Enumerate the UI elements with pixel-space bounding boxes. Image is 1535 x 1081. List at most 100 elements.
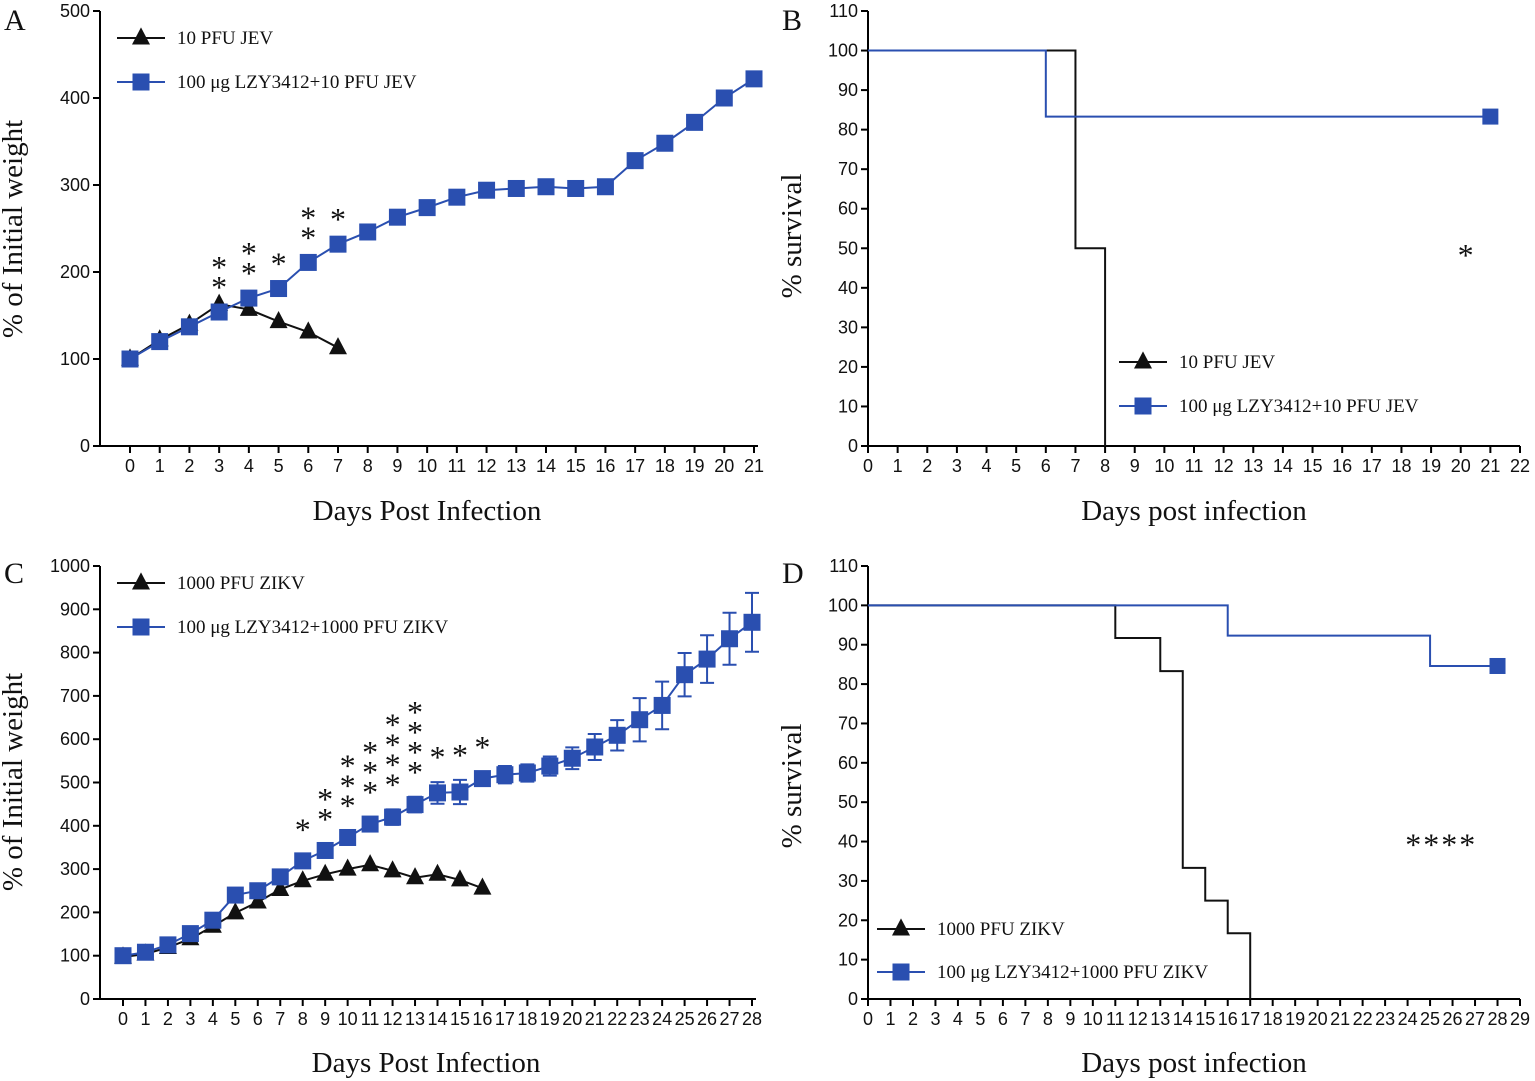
- significance-star: *: [362, 774, 378, 810]
- y-tick-label: 900: [60, 599, 90, 619]
- x-tick-label: 13: [405, 1009, 425, 1029]
- x-tick-label: 28: [742, 1009, 762, 1029]
- x-tick-label: 8: [1043, 1009, 1053, 1029]
- x-tick-label: 17: [1362, 456, 1382, 476]
- x-tick-label: 21: [744, 456, 764, 476]
- significance-star: *: [385, 706, 401, 742]
- data-point: [329, 235, 347, 253]
- x-tick-label: 5: [975, 1009, 985, 1029]
- axes: [99, 11, 758, 447]
- data-point: [451, 783, 469, 801]
- x-tick-label: 9: [1065, 1009, 1075, 1029]
- x-tick-label: 12: [383, 1009, 403, 1029]
- series-line: [129, 78, 755, 360]
- y-tick-label: 70: [838, 159, 858, 179]
- x-tick-label: 0: [118, 1009, 128, 1029]
- data-point: [745, 70, 763, 88]
- x-tick-label: 11: [448, 456, 467, 476]
- x-tick-label: 10: [417, 456, 437, 476]
- legend-label: 10 PFU JEV: [1179, 352, 1275, 373]
- data-point: [653, 696, 671, 714]
- y-tick-label: 30: [838, 871, 858, 891]
- survival-step-line: [868, 604, 1252, 999]
- significance-star: *: [407, 754, 423, 790]
- significance-stars: ***: [362, 734, 378, 810]
- data-point: [159, 936, 177, 954]
- significance-star: *: [385, 726, 401, 762]
- y-tick-label: 600: [60, 729, 90, 749]
- x-tick-label: 25: [1420, 1009, 1440, 1029]
- data-point: [586, 738, 604, 756]
- significance-stars: ****: [385, 706, 401, 802]
- data-point: [269, 310, 288, 329]
- legend-label: 100 μg LZY3412+1000 PFU ZIKV: [937, 962, 1208, 983]
- data-point: [473, 877, 492, 895]
- x-tick-label: 9: [1130, 456, 1140, 476]
- x-tick-label: 14: [427, 1009, 447, 1029]
- significance-stars: **: [317, 781, 333, 837]
- legend-label: 100 μg LZY3412+1000 PFU ZIKV: [177, 617, 448, 638]
- data-point: [181, 925, 199, 943]
- x-tick-label: 23: [630, 1009, 650, 1029]
- significance-star: *: [241, 255, 257, 291]
- y-tick-label: 60: [838, 753, 858, 773]
- data-point: [361, 815, 379, 833]
- y-tick-label: 0: [848, 989, 858, 1009]
- x-tick-label: 16: [1332, 456, 1352, 476]
- significance-star: *: [241, 235, 257, 271]
- x-tick-label: 12: [477, 456, 497, 476]
- x-tick-label: 19: [1285, 1009, 1305, 1029]
- data-point: [339, 828, 357, 846]
- significance-star: *: [330, 201, 346, 237]
- data-point: [563, 749, 581, 767]
- x-tick-label: 8: [298, 1009, 308, 1029]
- x-tick-label: 10: [1083, 1009, 1103, 1029]
- y-axis-title: % survival: [776, 724, 808, 849]
- axes: [867, 11, 1520, 447]
- x-tick-label: 0: [863, 456, 873, 476]
- data-point: [537, 178, 555, 196]
- data-point: [631, 711, 649, 729]
- x-tick-label: 3: [952, 456, 962, 476]
- x-tick-label: 9: [392, 456, 402, 476]
- x-tick-label: 15: [1195, 1009, 1215, 1029]
- legend-label: 1000 PFU ZIKV: [937, 919, 1065, 940]
- x-axis-title: Days post infection: [1081, 1047, 1307, 1079]
- x-tick-label: 1: [140, 1009, 150, 1029]
- panel-letter: D: [782, 557, 804, 590]
- data-point: [270, 280, 288, 298]
- data-point: [478, 181, 496, 199]
- data-point: [448, 188, 466, 206]
- x-tick-label: 4: [982, 456, 992, 476]
- data-point: [121, 350, 139, 368]
- y-tick-label: 50: [838, 238, 858, 258]
- data-point: [239, 298, 258, 316]
- x-tick-label: 22: [1353, 1009, 1373, 1029]
- x-axis-title: Days Post Infection: [313, 495, 542, 527]
- data-point: [248, 891, 267, 909]
- significance-star: *: [407, 694, 423, 730]
- significance-star: *: [317, 801, 333, 837]
- data-point: [507, 179, 525, 197]
- legend-triangle-marker: [892, 918, 910, 936]
- x-tick-label: 1: [885, 1009, 895, 1029]
- y-tick-label: 800: [60, 643, 90, 663]
- data-point: [743, 613, 761, 631]
- data-point: [180, 318, 198, 336]
- x-tick-label: 4: [208, 1009, 218, 1029]
- data-point: [210, 303, 228, 321]
- y-tick-label: 60: [838, 199, 858, 219]
- significance-star: *: [385, 746, 401, 782]
- legend: 1000 PFU ZIKV 100 μg LZY3412+1000 PFU ZIK…: [117, 572, 448, 638]
- y-tick-label: 20: [838, 910, 858, 930]
- series-treated: [114, 591, 761, 965]
- series-treated: [868, 49, 1499, 125]
- y-tick-label: 50: [838, 792, 858, 812]
- data-point: [450, 869, 469, 887]
- data-point: [686, 113, 704, 131]
- y-tick-label: 80: [838, 120, 858, 140]
- x-tick-label: 1: [893, 456, 903, 476]
- significance-star: *: [362, 734, 378, 770]
- x-tick-label: 14: [1173, 1009, 1193, 1029]
